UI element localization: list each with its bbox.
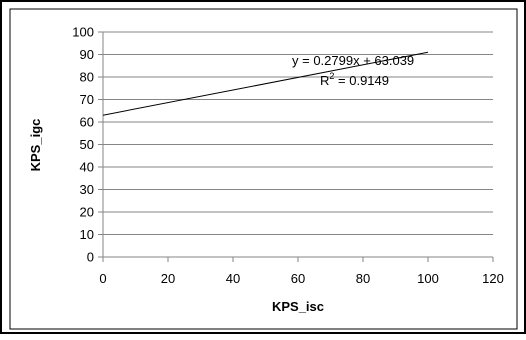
y-tick-label: 80 (80, 70, 94, 85)
x-tick-label: 40 (226, 271, 240, 286)
x-tick-label: 120 (482, 271, 504, 286)
x-axis-title: KPS_isc (272, 299, 324, 314)
trendline-equation: y = 0.2799x + 63.039 (292, 53, 414, 68)
y-tick-label: 50 (80, 137, 94, 152)
x-tick-label: 20 (161, 271, 175, 286)
x-tick-label: 60 (291, 271, 305, 286)
x-tick-label: 80 (356, 271, 370, 286)
y-tick-label: 20 (80, 205, 94, 220)
y-tick-label: 70 (80, 92, 94, 107)
y-tick-label: 40 (80, 160, 94, 175)
y-axis-title: KPS_igc (28, 119, 43, 172)
x-tick-label: 0 (99, 271, 106, 286)
y-tick-label: 0 (87, 250, 94, 265)
y-tick-label: 100 (72, 25, 94, 40)
y-tick-label: 10 (80, 227, 94, 242)
x-tick-label: 100 (417, 271, 439, 286)
y-tick-label: 90 (80, 47, 94, 62)
y-tick-label: 60 (80, 115, 94, 130)
y-tick-label: 30 (80, 182, 94, 197)
